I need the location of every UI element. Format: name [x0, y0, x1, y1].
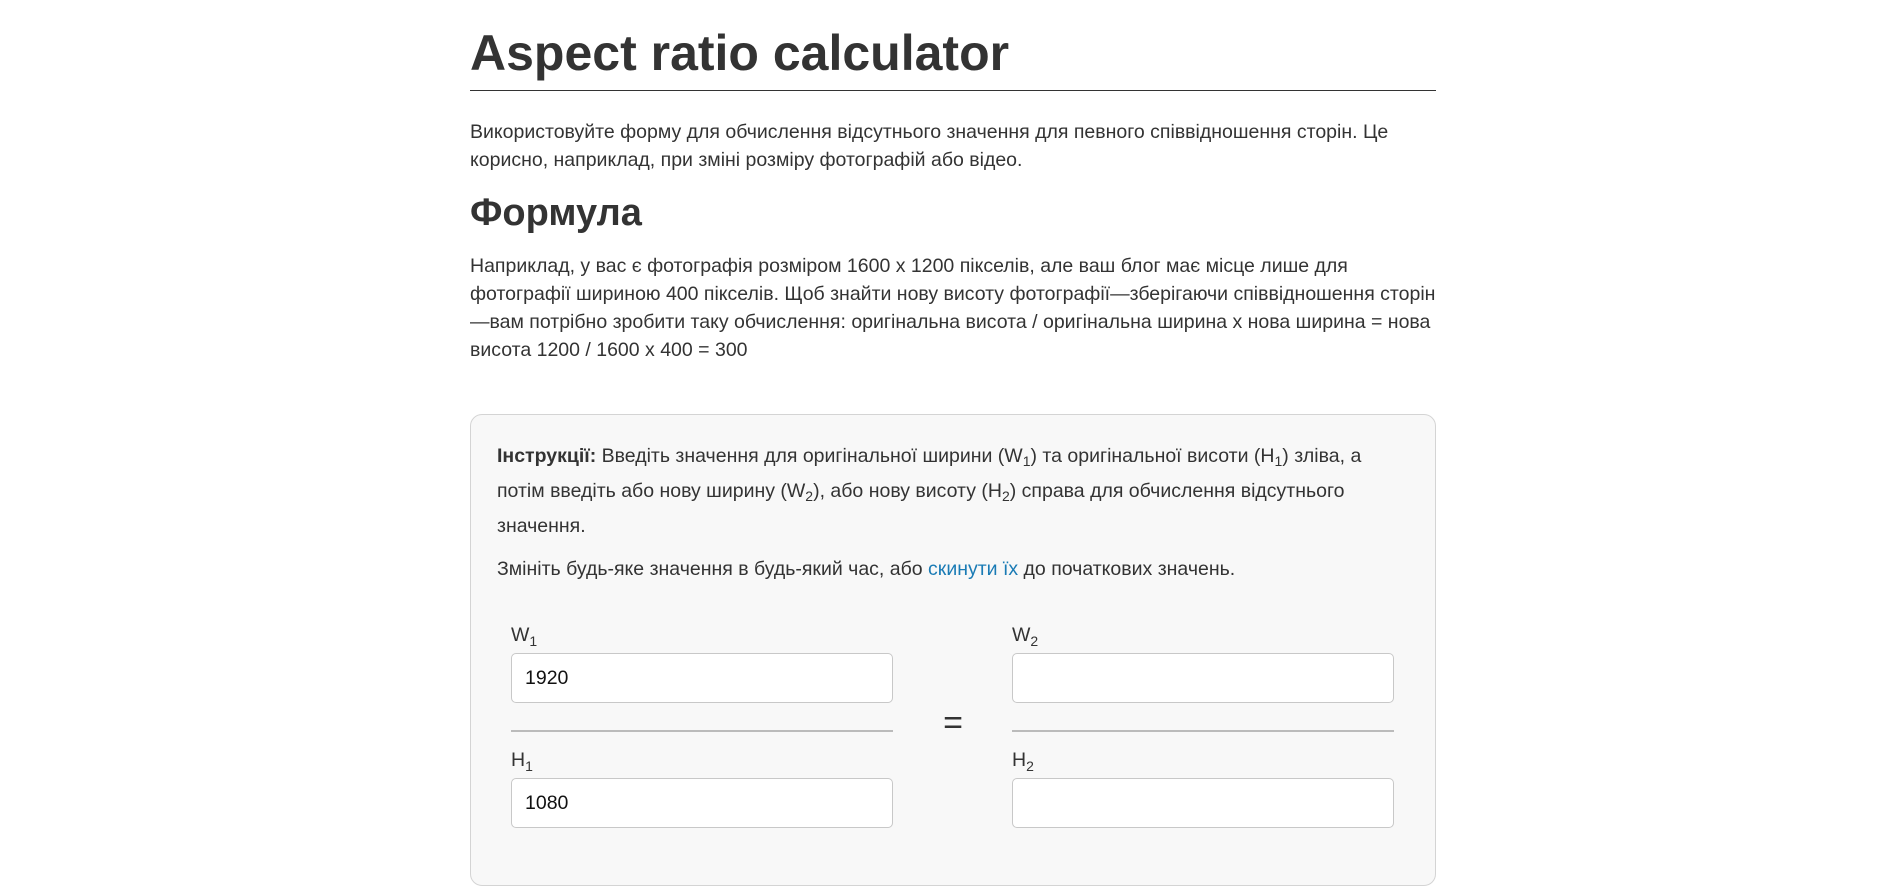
w2-label-letter: W: [1012, 624, 1031, 646]
instructions-part: ), або нову висоту (H: [813, 480, 1002, 502]
equals-sign: =: [943, 704, 963, 742]
instructions-part: ) зліва, а потім введіть або нову ширину…: [497, 445, 1362, 502]
left-fraction-divider: [511, 730, 893, 732]
h2-label-letter: H: [1012, 749, 1027, 771]
calculator-panel: Інструкції: Введіть значення для оригіна…: [470, 414, 1436, 886]
reset-text: Змініть будь-яке значення в будь-який ча…: [497, 555, 1409, 583]
reset-link[interactable]: скинути їх: [928, 558, 1019, 580]
w2-label: W2: [1012, 623, 1039, 649]
right-fraction-divider: [1012, 730, 1394, 732]
h2-label: H2: [1012, 748, 1034, 774]
h1-label: H1: [511, 748, 533, 774]
h2-label-subscript: 2: [1026, 758, 1034, 774]
page-content: Aspect ratio calculator Використовуйте ф…: [470, 0, 1436, 886]
instructions-subscript: 2: [805, 488, 814, 504]
w1-label-letter: W: [511, 624, 530, 646]
instructions-part: Введіть значення для оригінальної ширини…: [596, 445, 1023, 467]
formula-heading: Формула: [470, 192, 642, 234]
h1-input[interactable]: [511, 778, 893, 828]
w1-label: W1: [511, 623, 538, 649]
h2-input[interactable]: [1012, 778, 1394, 828]
instructions-subscript: 1: [1022, 453, 1031, 469]
w2-label-subscript: 2: [1030, 633, 1039, 649]
instructions-label: Інструкції:: [497, 445, 597, 467]
w1-input[interactable]: [511, 653, 893, 703]
instructions-text: Інструкції: Введіть значення для оригіна…: [497, 439, 1409, 544]
h1-label-subscript: 1: [525, 758, 533, 774]
reset-text-after: до початкових значень.: [1018, 558, 1236, 580]
instructions-part: ) справа для обчислення відсутнього знач…: [497, 480, 1345, 537]
h1-label-letter: H: [511, 749, 526, 771]
instructions-subscript: 2: [1001, 488, 1010, 504]
page-title: Aspect ratio calculator: [470, 0, 1436, 91]
formula-paragraph: Наприклад, у вас є фотографія розміром 1…: [470, 255, 1436, 361]
w1-label-subscript: 1: [529, 633, 538, 649]
instructions-part: ) та оригінальної висоти (H: [1030, 445, 1275, 467]
reset-text-before: Змініть будь-яке значення в будь-який ча…: [497, 558, 929, 580]
intro-paragraph: Використовуйте форму для обчислення відс…: [470, 121, 1389, 171]
instructions-subscript: 1: [1274, 453, 1283, 469]
w2-input[interactable]: [1012, 653, 1394, 703]
